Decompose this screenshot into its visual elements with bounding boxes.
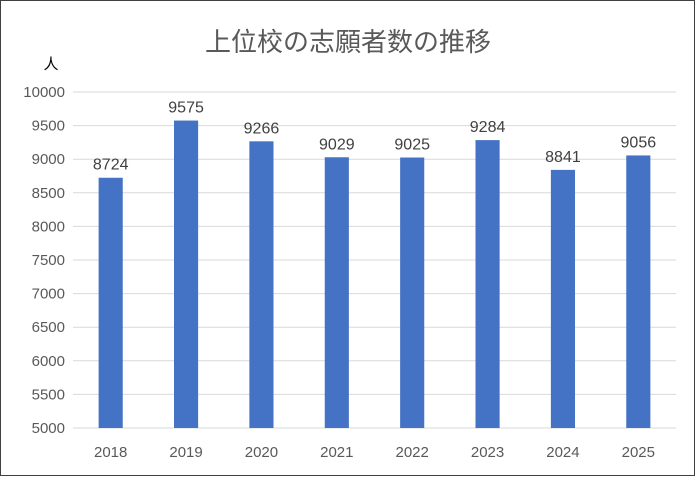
data-label-2022: 9025 [394,137,430,154]
gridlines [73,91,676,429]
x-tick-label: 2021 [320,444,353,461]
y-tick-label: 6500 [32,319,65,336]
x-tick-label: 2019 [169,444,202,461]
y-tick-label: 7000 [32,286,65,303]
bar-2023 [475,140,500,428]
y-tick-label: 9000 [32,151,65,168]
y-tick-label: 9500 [32,118,65,135]
data-label-2023: 9284 [470,119,506,136]
data-label-2019: 9575 [168,100,204,117]
x-tick-label: 2025 [622,444,655,461]
data-label-2020: 9266 [244,120,280,137]
x-tick-label: 2024 [546,444,579,461]
bar-2022 [400,157,425,428]
data-label-2025: 9056 [621,134,657,151]
y-tick-label: 6000 [32,353,65,370]
bar-2020 [249,141,274,428]
y-tick-label: 10000 [23,84,65,101]
x-axis-ticks: 2018 2019 2020 2021 2022 2023 2024 2025 [94,444,655,461]
x-tick-label: 2018 [94,444,127,461]
bar-2024 [550,169,575,428]
data-label-2018: 8724 [93,157,129,174]
y-axis-ticks: 5000 5500 6000 6500 7000 7500 8000 8500 9000 9500… [23,84,65,437]
bar-2019 [174,120,199,428]
x-tick-label: 2020 [245,444,278,461]
data-label-2021: 9029 [319,136,355,153]
data-labels: 8724 9575 9266 9029 9025 9284 8841 9056 [93,100,656,174]
y-axis-unit-label: 人 [43,55,58,73]
y-tick-label: 8000 [32,218,65,235]
bar-2025 [626,155,651,428]
x-tick-label: 2023 [471,444,504,461]
x-tick-label: 2022 [396,444,429,461]
y-tick-label: 5500 [32,386,65,403]
y-tick-label: 5000 [32,420,65,437]
chart-title: 上位校の志願者数の推移 [205,28,491,58]
data-label-2024: 8841 [545,149,581,166]
bars [98,120,651,428]
bar-2018 [98,177,123,428]
y-tick-label: 7500 [32,252,65,269]
bar-2021 [324,157,349,428]
y-tick-label: 8500 [32,185,65,202]
